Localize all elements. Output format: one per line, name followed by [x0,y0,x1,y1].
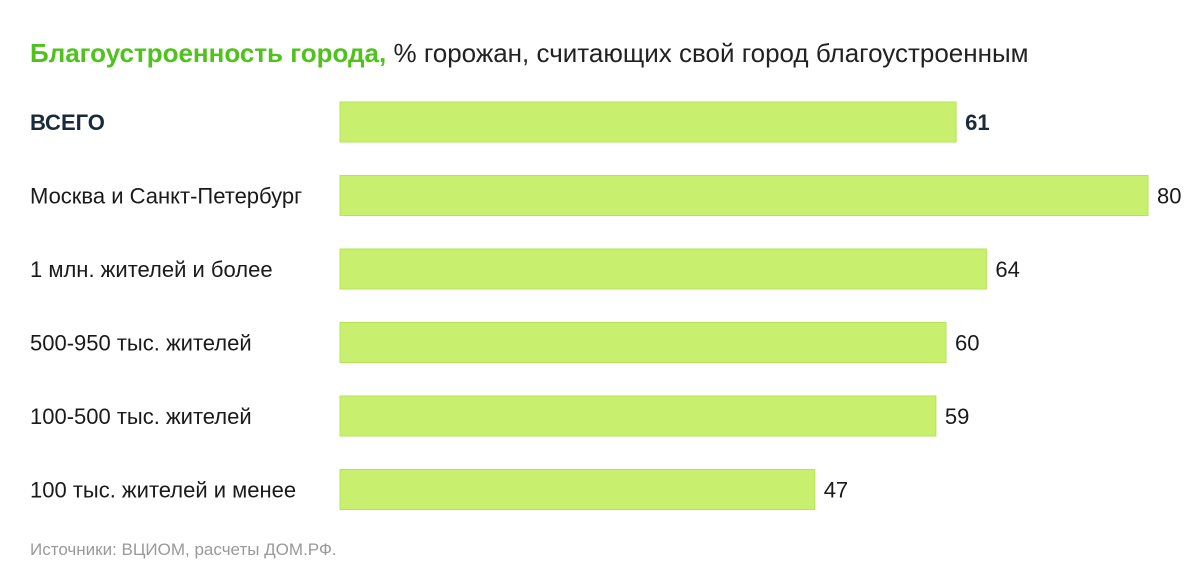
category-label: 100-500 тыс. жителей [30,404,252,429]
chart-title-main: Благоустроенность города, [30,38,387,68]
bar [339,175,1149,216]
category-label: 1 млн. жителей и более [30,257,273,282]
bar [339,395,937,437]
bar [339,322,947,363]
chart-title-sub: % горожан, считающих свой город благоуст… [393,38,1029,68]
source-note: Источники: ВЦИОМ, расчеты ДОМ.РФ. [30,540,337,559]
value-label: 59 [945,404,969,429]
bar [339,469,816,510]
category-label: 100 тыс. жителей и менее [30,478,296,503]
value-label: 64 [995,257,1019,282]
value-label: 80 [1157,184,1181,209]
category-label: ВСЕГО [30,110,105,135]
value-label: 60 [955,331,979,356]
category-label: Москва и Санкт-Петербург [30,184,302,209]
chart-title: Благоустроенность города, % горожан, счи… [30,38,1029,69]
value-label: 47 [824,478,848,503]
value-label: 61 [965,110,989,135]
bar [339,248,987,290]
bar [339,101,957,143]
category-label: 500-950 тыс. жителей [30,331,252,356]
